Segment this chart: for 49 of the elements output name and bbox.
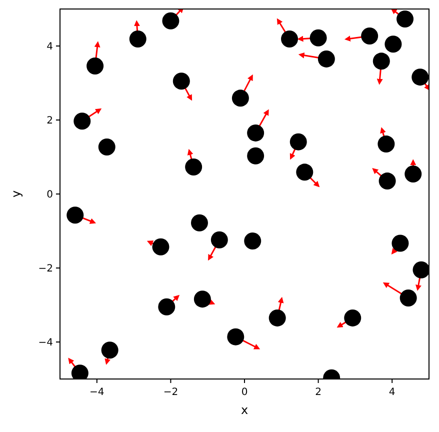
point [396,10,414,28]
point [378,172,396,190]
y-tick-label: −4 [38,338,53,348]
point [162,12,180,30]
point [281,30,298,48]
x-tick-label: 4 [388,387,396,398]
point [66,206,84,224]
point [86,57,104,74]
point [384,36,402,53]
point [392,234,409,252]
point [101,342,118,359]
x-tick-label: −4 [90,387,104,398]
point [152,238,170,256]
point [210,231,228,248]
point [129,30,146,48]
point [194,290,211,308]
y-tick-label: 2 [46,116,53,126]
y-tick-label: −2 [38,264,53,274]
point [378,136,395,153]
x-tick-label: 2 [315,387,322,398]
x-axis-title: x [240,403,248,417]
point [158,298,176,316]
point [361,28,378,45]
point [190,214,208,232]
point [344,309,362,326]
point [247,124,264,142]
point [400,289,417,306]
point [372,52,390,70]
y-tick-label: 0 [46,190,53,200]
x-tick-label: −2 [163,387,178,398]
point [247,147,264,164]
x-tick-label: 0 [241,387,248,398]
point [232,90,249,107]
point [185,158,202,176]
y-tick-label: 4 [46,42,53,52]
point [296,164,314,181]
point [172,72,190,90]
point [310,29,327,46]
point [244,232,262,250]
point [98,138,116,156]
y-axis-title: y [9,190,23,198]
point [290,133,307,150]
point [74,112,91,130]
point [268,309,286,326]
point [227,328,244,346]
point [404,166,422,183]
point [412,68,429,86]
point [318,50,335,68]
point [412,261,429,278]
